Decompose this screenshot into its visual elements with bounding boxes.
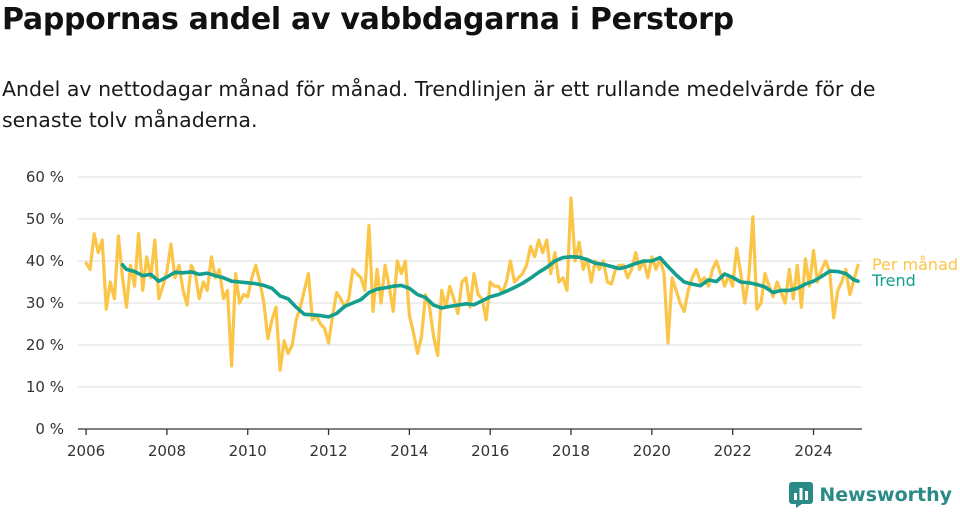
series-line-trend xyxy=(120,255,860,319)
y-tick-label: 60 % xyxy=(26,168,64,186)
y-tick-label: 0 % xyxy=(35,420,64,438)
y-tick-label: 30 % xyxy=(26,294,64,312)
chart-title: Pappornas andel av vabbdagarna i Perstor… xyxy=(2,2,734,37)
y-tick-label: 50 % xyxy=(26,210,64,228)
x-tick-label: 2014 xyxy=(390,442,428,460)
series-lines xyxy=(84,196,860,372)
x-tick-label: 2008 xyxy=(148,442,186,460)
x-tick-label: 2022 xyxy=(714,442,752,460)
x-tick-label: 2006 xyxy=(67,442,105,460)
x-tick-label: 2020 xyxy=(633,442,671,460)
chart-subtitle: Andel av nettodagar månad för månad. Tre… xyxy=(2,77,876,132)
y-tick-label: 40 % xyxy=(26,252,64,270)
x-tick-label: 2010 xyxy=(229,442,267,460)
x-tick-label: 2018 xyxy=(552,442,590,460)
brand-logo: Newsworthy xyxy=(789,482,952,508)
x-tick-label: 2016 xyxy=(471,442,509,460)
series-label-trend: Trend xyxy=(871,271,916,290)
brand-name: Newsworthy xyxy=(819,484,952,506)
gridlines xyxy=(78,176,862,388)
x-tick-label: 2024 xyxy=(794,442,832,460)
newsworthy-logo-icon xyxy=(789,482,814,508)
y-tick-label: 20 % xyxy=(26,336,64,354)
axes: 0 % 10 % 20 % 30 % 40 % 50 % 60 % 2006 2008 2010 2… xyxy=(26,168,862,460)
y-tick-label: 10 % xyxy=(26,378,64,396)
series-line-per-månad xyxy=(84,196,860,372)
series-label-per-månad: Per månad xyxy=(872,255,958,274)
x-tick-label: 2012 xyxy=(309,442,347,460)
